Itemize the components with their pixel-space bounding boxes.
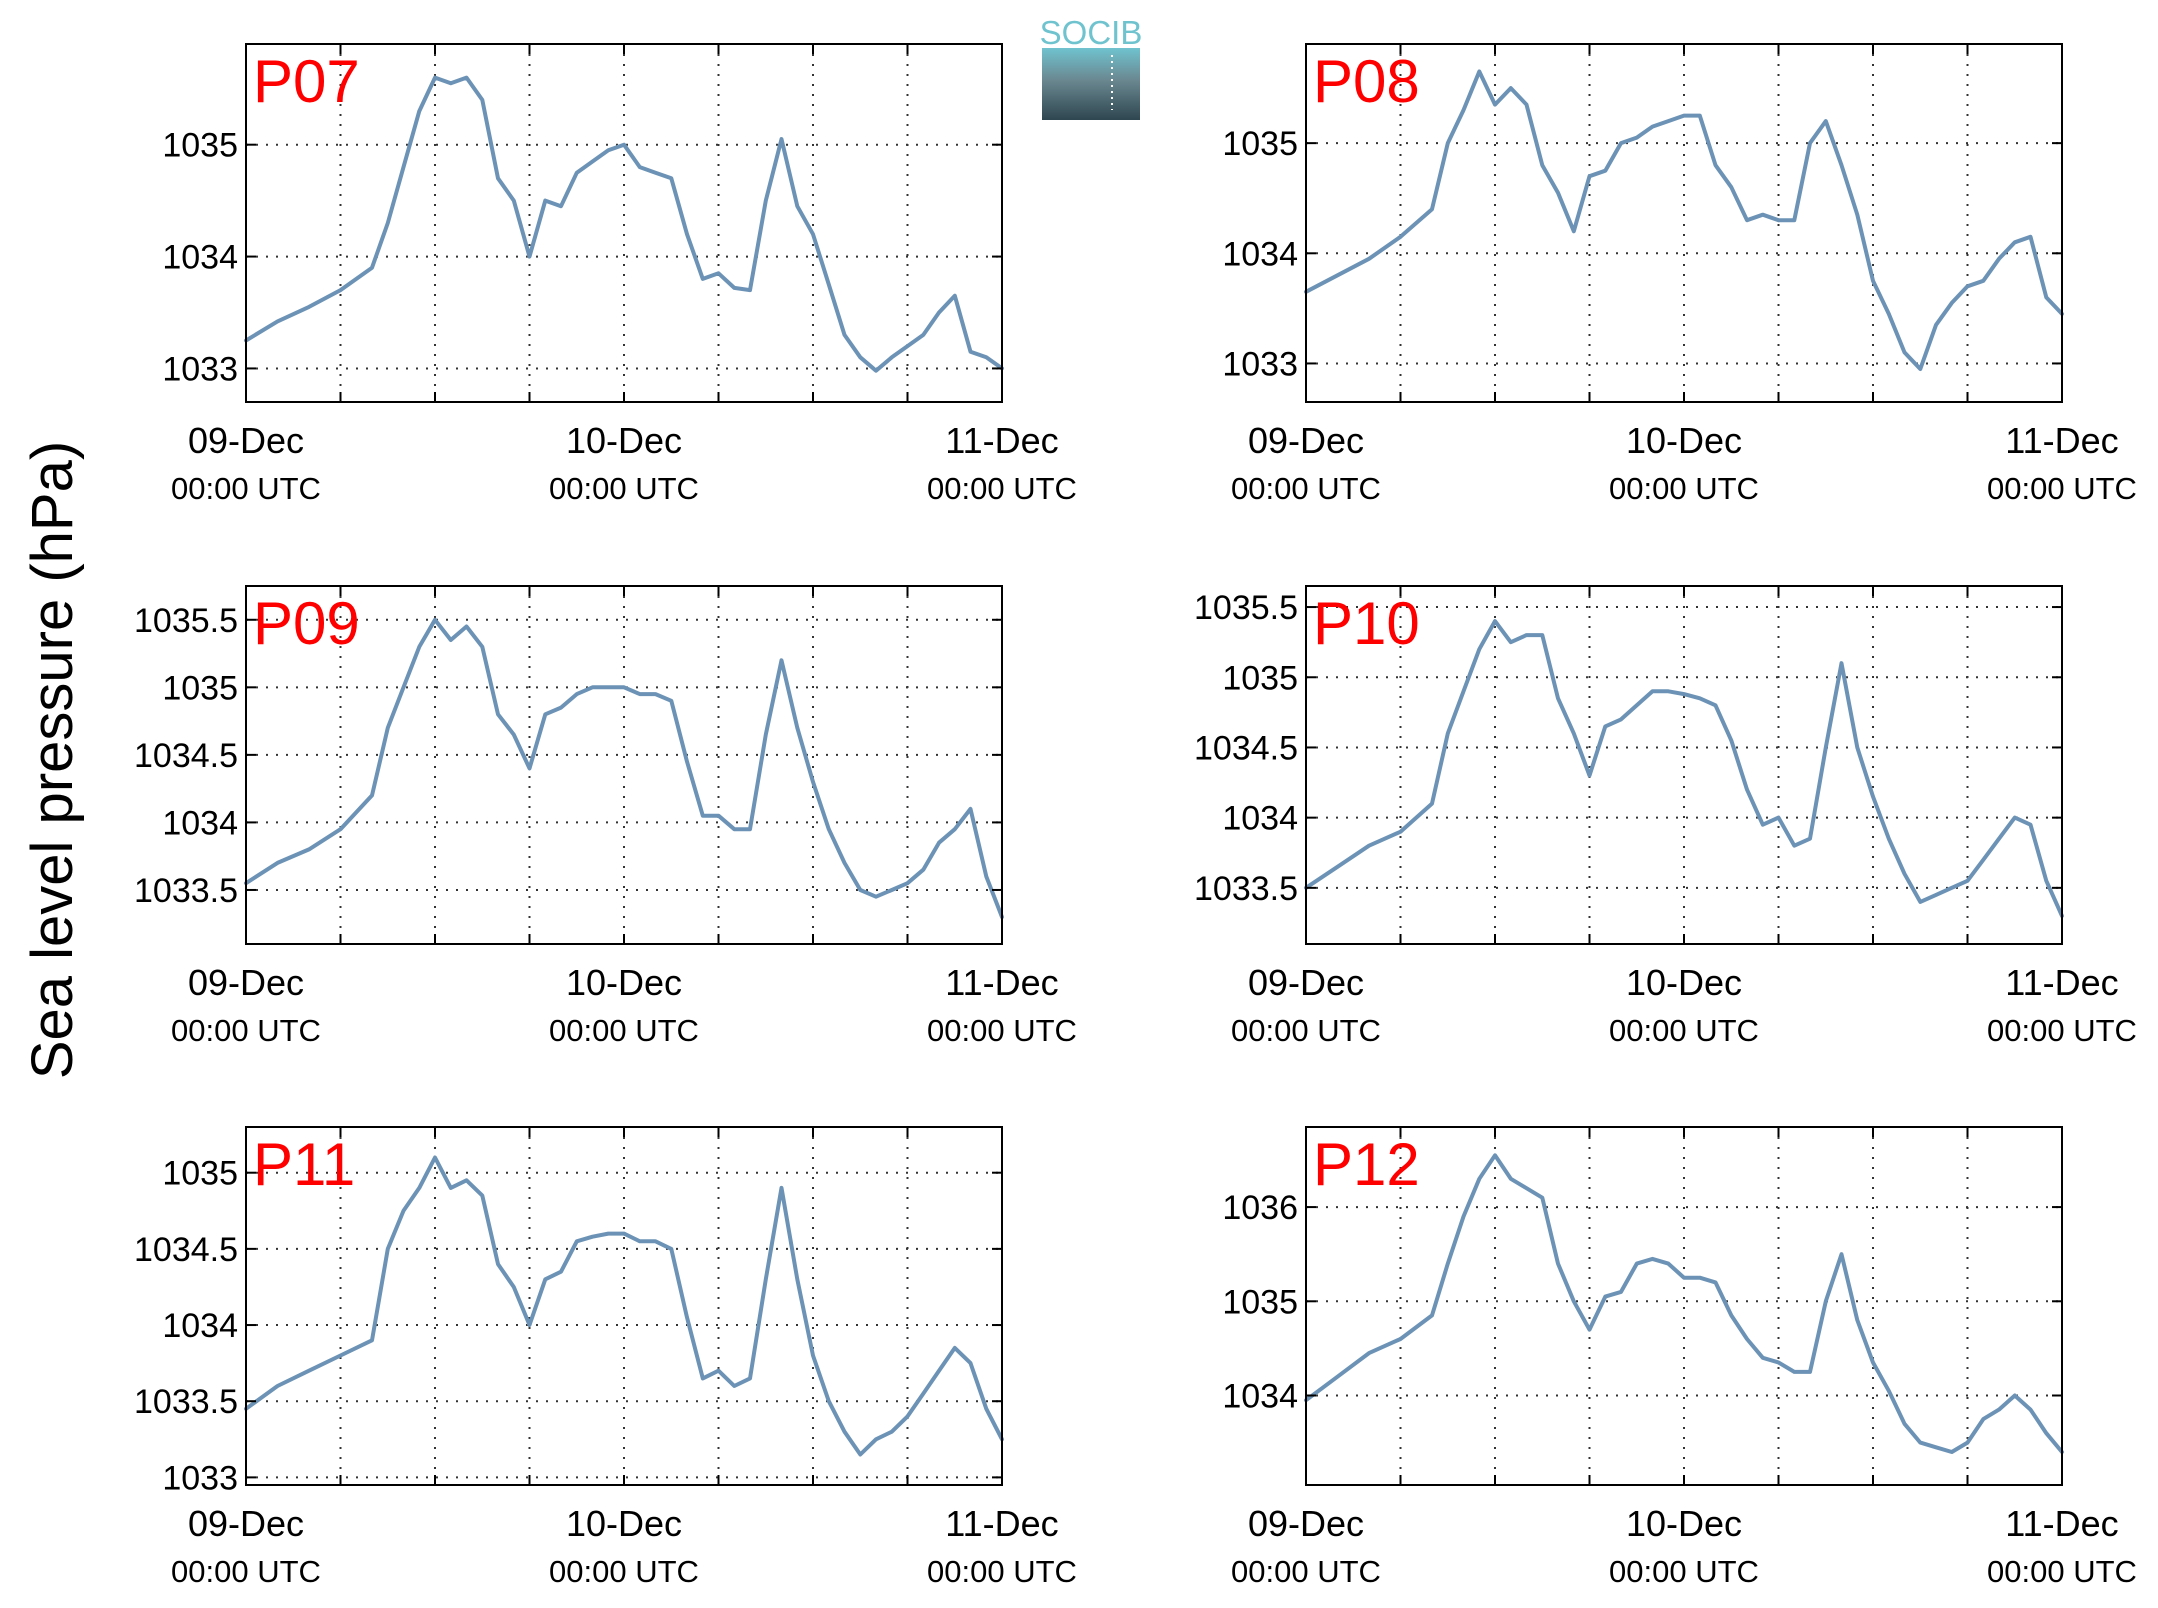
y-tick-label: 1035 — [1222, 659, 1298, 697]
x-tick-label-date: 09-Dec — [188, 420, 304, 461]
figure-y-axis-label: Sea level pressure (hPa) — [20, 441, 85, 1079]
x-tick-label-date: 09-Dec — [188, 962, 304, 1003]
panel-p07: 1033 1034 1035 09-Dec 00:00 UTC 10-Dec 00:00 U… — [162, 43, 1077, 506]
panel-p08: 1033 1034 1035 09-Dec 00:00 UTC 10-Dec 00:00 U… — [1222, 43, 2137, 506]
x-tick-label-time: 00:00 UTC — [1609, 1013, 1759, 1048]
panel-p09: 1033.5 1034 1034.5 1035 1035.5 09-Dec 00:00 UT… — [134, 585, 1077, 1048]
x-tick-label-time: 00:00 UTC — [1231, 471, 1381, 506]
y-tick-label: 1034 — [1222, 1378, 1298, 1416]
y-tick-label: 1033 — [162, 350, 238, 388]
x-tick-label-time: 00:00 UTC — [1987, 471, 2137, 506]
x-tick-label-date: 10-Dec — [566, 420, 682, 461]
y-tick-label: 1034.5 — [134, 1231, 238, 1269]
series-line-p09 — [244, 617, 1004, 919]
panel-title-p09: P09 — [253, 590, 360, 657]
y-tick-label: 1033.5 — [1194, 870, 1298, 908]
y-tick-label: 1035.5 — [1194, 589, 1298, 627]
panel-p11: 1033 1033.5 1034 1034.5 1035 09-Dec 00:00 UTC 1… — [134, 1126, 1077, 1589]
y-tick-label: 1033.5 — [134, 1383, 238, 1421]
x-tick-label-date: 11-Dec — [2005, 420, 2118, 461]
x-tick-label-date: 11-Dec — [945, 962, 1058, 1003]
y-tick-label: 1033 — [162, 1459, 238, 1497]
x-tick-label-time: 00:00 UTC — [549, 1554, 699, 1589]
y-tick-label: 1034 — [1222, 235, 1298, 273]
x-tick-label-date: 11-Dec — [2005, 962, 2118, 1003]
y-tick-label: 1033 — [1222, 345, 1298, 383]
x-tick-label-time: 00:00 UTC — [1609, 471, 1759, 506]
x-tick-label-time: 00:00 UTC — [927, 1554, 1077, 1589]
x-tick-label-time: 00:00 UTC — [927, 1013, 1077, 1048]
x-tick-label-date: 09-Dec — [1248, 420, 1364, 461]
socib-logo-text: SOCIB — [1040, 14, 1143, 51]
x-tick-label-time: 00:00 UTC — [549, 471, 699, 506]
x-tick-label-date: 11-Dec — [945, 1503, 1058, 1544]
socib-logo: SOCIB — [1040, 14, 1143, 120]
y-tick-label: 1035 — [162, 1155, 238, 1193]
x-tick-label-time: 00:00 UTC — [171, 471, 321, 506]
series-line-p08 — [1304, 69, 2064, 371]
x-tick-label-time: 00:00 UTC — [1987, 1013, 2137, 1048]
y-tick-label: 1034.5 — [1194, 729, 1298, 767]
x-tick-label-time: 00:00 UTC — [1987, 1554, 2137, 1589]
x-tick-label-date: 11-Dec — [945, 420, 1058, 461]
y-tick-label: 1034.5 — [134, 737, 238, 775]
y-tick-label: 1035.5 — [134, 602, 238, 640]
x-tick-label-time: 00:00 UTC — [171, 1013, 321, 1048]
panel-title-p11: P11 — [253, 1131, 355, 1198]
x-tick-label-date: 09-Dec — [1248, 962, 1364, 1003]
y-tick-label: 1034 — [162, 1307, 238, 1345]
x-tick-label-date: 10-Dec — [1626, 1503, 1742, 1544]
y-tick-label: 1035 — [1222, 125, 1298, 163]
x-tick-label-date: 10-Dec — [1626, 962, 1742, 1003]
panel-title-p10: P10 — [1313, 590, 1420, 657]
y-tick-label: 1035 — [162, 127, 238, 165]
y-tick-label: 1036 — [1222, 1189, 1298, 1227]
x-tick-label-date: 10-Dec — [566, 1503, 682, 1544]
series-line-p10 — [1304, 619, 2064, 918]
series-line-p11 — [244, 1155, 1004, 1457]
x-tick-label-date: 10-Dec — [1626, 420, 1742, 461]
series-line-p07 — [244, 75, 1004, 373]
series-line-p12 — [1304, 1153, 2064, 1454]
x-tick-label-time: 00:00 UTC — [1609, 1554, 1759, 1589]
y-tick-label: 1033.5 — [134, 872, 238, 910]
y-tick-label: 1035 — [1222, 1283, 1298, 1321]
panel-p12: 1034 1035 1036 09-Dec 00:00 UTC 10-Dec 00:00 U… — [1222, 1126, 2137, 1589]
panel-p10: 1033.5 1034 1034.5 1035 1035.5 09-Dec 00:00 UT… — [1194, 585, 2137, 1048]
y-tick-label: 1034 — [1222, 800, 1298, 838]
y-tick-label: 1034 — [162, 804, 238, 842]
x-tick-label-time: 00:00 UTC — [1231, 1554, 1381, 1589]
x-tick-label-time: 00:00 UTC — [927, 471, 1077, 506]
x-tick-label-date: 09-Dec — [1248, 1503, 1364, 1544]
x-tick-label-date: 10-Dec — [566, 962, 682, 1003]
panel-title-p08: P08 — [1313, 48, 1420, 115]
panel-title-p12: P12 — [1313, 1131, 1420, 1198]
x-tick-label-time: 00:00 UTC — [549, 1013, 699, 1048]
panel-title-p07: P07 — [253, 48, 360, 115]
y-tick-label: 1034 — [162, 239, 238, 277]
x-tick-label-time: 00:00 UTC — [1231, 1013, 1381, 1048]
x-tick-label-date: 09-Dec — [188, 1503, 304, 1544]
y-tick-label: 1035 — [162, 669, 238, 707]
x-tick-label-time: 00:00 UTC — [171, 1554, 321, 1589]
x-tick-label-date: 11-Dec — [2005, 1503, 2118, 1544]
